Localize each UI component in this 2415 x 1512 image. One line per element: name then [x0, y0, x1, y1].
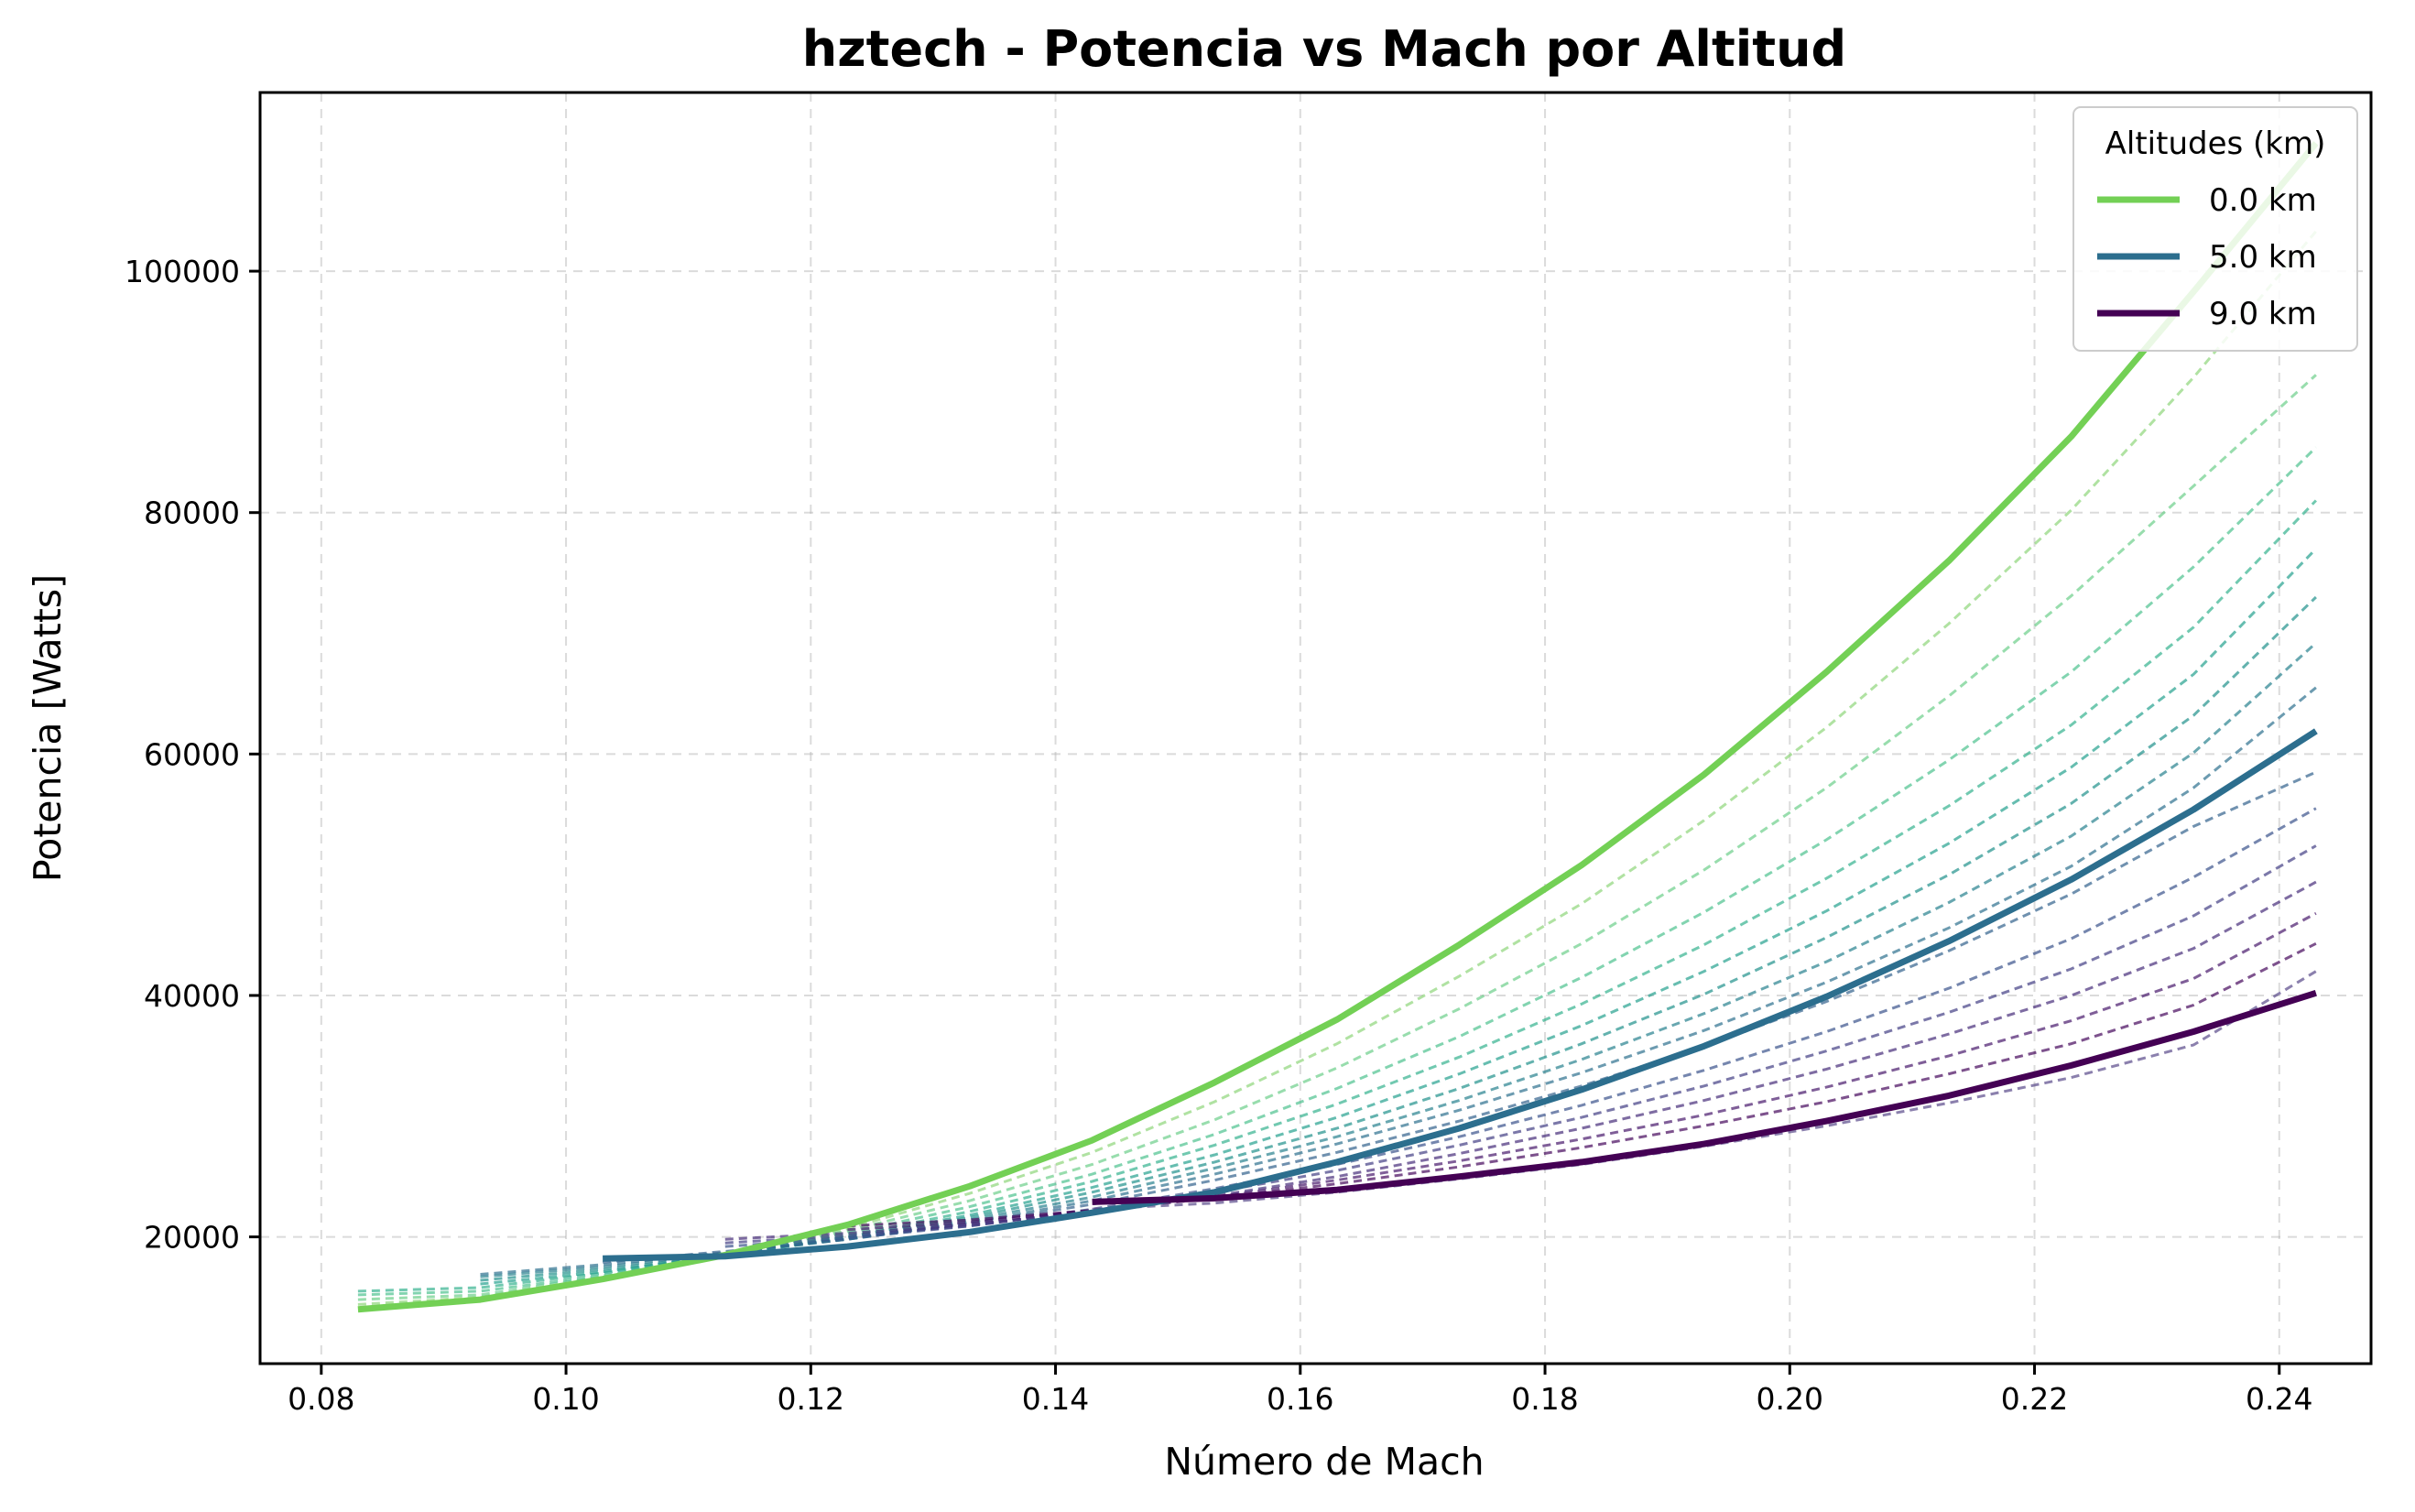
chart-title: hztech - Potencia vs Mach por Altitud — [802, 20, 1846, 78]
dashed-series-line-3 — [357, 230, 2318, 1306]
plot-area-frame — [258, 91, 2373, 1365]
y-tick-label: 60000 — [144, 736, 240, 772]
legend-label-0km: 0.0 km — [2209, 182, 2317, 219]
legend-label-5km: 5.0 km — [2209, 239, 2317, 276]
y-tick-label: 40000 — [144, 978, 240, 1014]
y-axis-label: Potencia [Watts] — [26, 574, 70, 882]
legend-label-9km: 9.0 km — [2209, 296, 2317, 332]
x-tick-label: 0.22 — [2001, 1381, 2068, 1417]
x-tick-label: 0.14 — [1022, 1381, 1089, 1417]
x-tick-label: 0.18 — [1511, 1381, 1578, 1417]
dashed-series-line-11 — [602, 770, 2317, 1264]
y-axis-ticks: 20000 40000 60000 80000 100000 — [125, 254, 260, 1256]
dashed-series-line-16 — [847, 941, 2317, 1228]
x-tick-label: 0.24 — [2246, 1381, 2312, 1417]
y-tick-label: 20000 — [144, 1220, 240, 1256]
x-tick-label: 0.12 — [778, 1381, 844, 1417]
solid-series-layer — [357, 141, 2319, 1313]
grid-layer — [260, 92, 2371, 1364]
dashed-series-line-6 — [357, 499, 2317, 1293]
legend: Altitudes (km) 0.0 km 5.0 km 9.0 km — [2072, 106, 2358, 352]
dashed-series-line-15 — [847, 911, 2317, 1232]
legend-box — [2072, 106, 2358, 352]
x-axis-ticks: 0.08 0.10 0.12 0.14 0.16 0.18 0.20 0.22 0.24 — [288, 1364, 2313, 1417]
dashed-series-layer — [357, 230, 2318, 1306]
dashed-series-line-14 — [724, 880, 2317, 1241]
x-tick-label: 0.16 — [1267, 1381, 1333, 1417]
x-axis-label: Número de Mach — [1164, 1440, 1484, 1484]
dashed-series-line-17 — [1092, 970, 2317, 1211]
series-line-5-0-km — [603, 728, 2318, 1262]
x-tick-label: 0.20 — [1757, 1381, 1823, 1417]
y-tick-label: 80000 — [144, 495, 240, 531]
series-line-9-0-km — [1092, 989, 2317, 1205]
x-tick-label: 0.10 — [532, 1381, 599, 1417]
series-line-0-0-km — [357, 141, 2319, 1313]
y-tick-label: 100000 — [125, 254, 240, 289]
dashed-series-line-5 — [357, 446, 2317, 1297]
legend-title: Altitudes (km) — [2105, 125, 2326, 162]
x-tick-label: 0.08 — [288, 1381, 354, 1417]
